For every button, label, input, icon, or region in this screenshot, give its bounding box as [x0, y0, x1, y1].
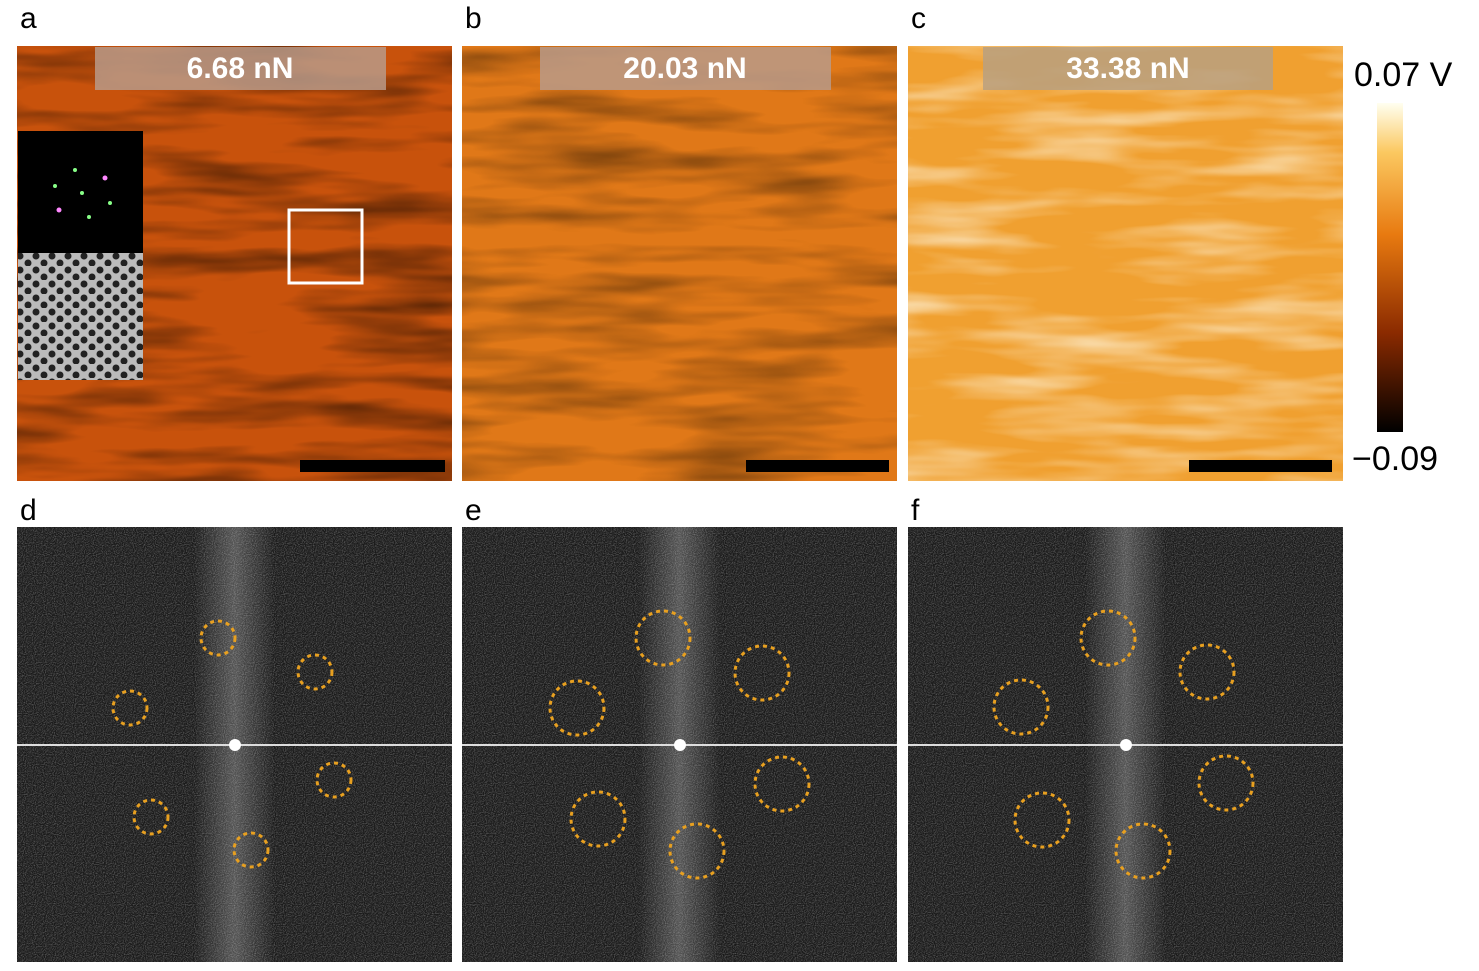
panel-label: c	[911, 2, 926, 35]
fft-center	[1120, 739, 1132, 751]
fft-spot-circle	[1178, 643, 1236, 701]
fft-spot-circle	[569, 790, 627, 848]
fft-spot-circle	[1079, 609, 1137, 667]
force-label: 6.68 nN	[187, 52, 294, 85]
force-label: 33.38 nN	[1066, 52, 1189, 85]
fft-spot-circle	[992, 678, 1050, 736]
fft-spot-circle	[132, 798, 170, 836]
colorbar	[1377, 103, 1403, 432]
fft-spot-circle	[232, 831, 270, 869]
fft-center	[674, 739, 686, 751]
fft-center	[229, 739, 241, 751]
panel-label: e	[465, 494, 482, 527]
panel-label: a	[20, 2, 37, 35]
fft-spot-circle	[296, 653, 334, 691]
fft-spot-circle	[1114, 822, 1172, 880]
fft-spot-circle	[199, 619, 237, 657]
fft-spot-circle	[315, 761, 353, 799]
panel-c	[908, 46, 1343, 481]
fft-panels	[17, 527, 1343, 962]
panel-label: d	[20, 494, 37, 527]
panel-label: f	[911, 494, 920, 527]
fft-spot-circle	[753, 755, 811, 813]
fft-spot-circle	[548, 679, 606, 737]
force-label: 20.03 nN	[623, 52, 746, 85]
colorbar-max: 0.07 V	[1354, 56, 1453, 94]
colorbar-min: −0.09	[1352, 440, 1438, 478]
fft-spot-circle	[1197, 754, 1255, 812]
panel-b	[462, 46, 897, 481]
fft-spot-circle	[1013, 791, 1071, 849]
fft-spot-circle	[668, 822, 726, 880]
fft-spot-circle	[733, 644, 791, 702]
fft-spot-circle	[111, 689, 149, 727]
panel-label: b	[465, 2, 482, 35]
fft-spot-circle	[634, 609, 692, 667]
panel-a	[17, 46, 452, 481]
